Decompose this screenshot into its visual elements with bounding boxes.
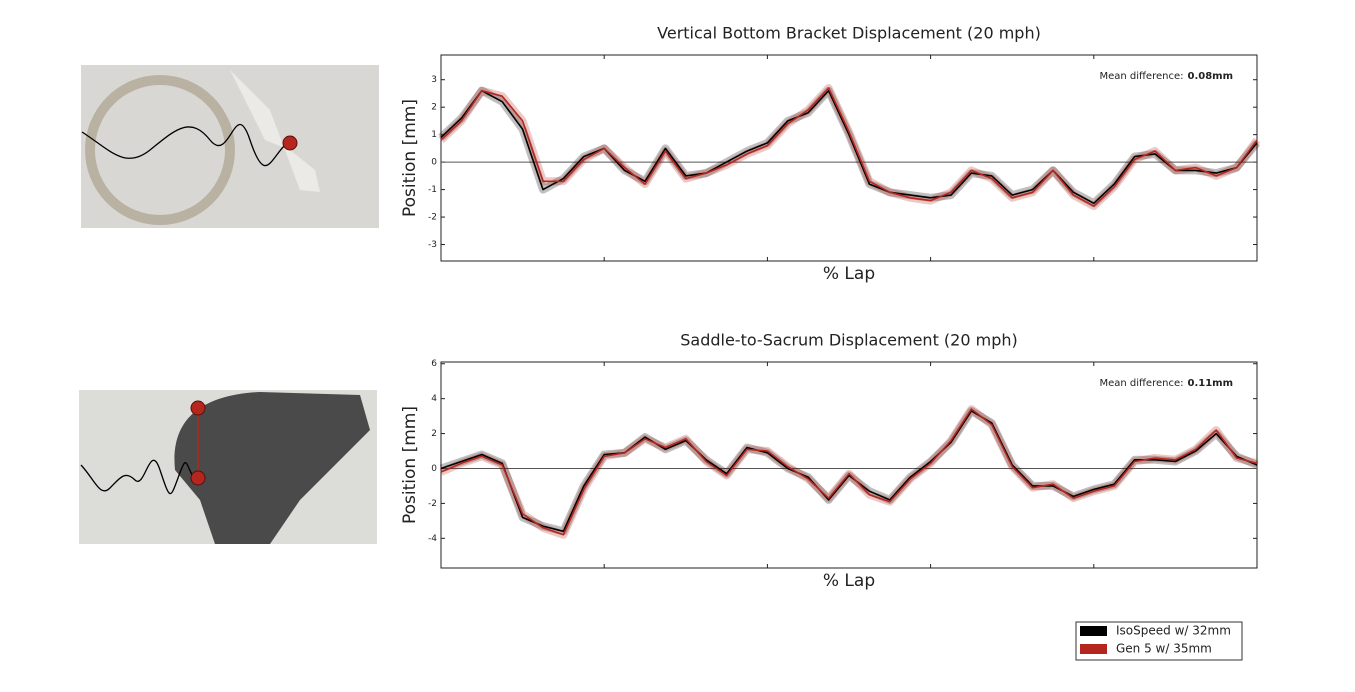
y-tick-label: -2 <box>428 499 437 509</box>
photo-bottom-bracket <box>81 65 379 228</box>
photo-saddle-sacrum <box>79 390 377 544</box>
legend-swatch <box>1080 644 1107 654</box>
y-tick-label: 0 <box>431 464 437 474</box>
y-tick-label: 2 <box>431 429 437 439</box>
x-axis-label: % Lap <box>823 264 875 284</box>
plot: Saddle-to-Sacrum Displacement (20 mph) % … <box>400 331 1259 591</box>
legend-swatch <box>1080 626 1107 636</box>
y-tick-label: 6 <box>431 359 437 369</box>
y-tick-label: 1 <box>431 130 437 140</box>
chart-title: Saddle-to-Sacrum Displacement (20 mph) <box>680 331 1018 350</box>
series-line <box>440 89 1258 205</box>
plot: Vertical Bottom Bracket Displacement (20… <box>400 24 1261 284</box>
series-band <box>439 405 1259 539</box>
annotation-label: Mean difference: <box>1099 378 1183 389</box>
y-tick-label: -2 <box>428 213 437 223</box>
annotation: Mean difference: 0.08mm <box>1099 71 1233 82</box>
x-axis-label: % Lap <box>823 571 875 591</box>
y-tick-label: -3 <box>428 240 437 250</box>
annotation-label: Mean difference: <box>1099 71 1183 82</box>
chart-title: Vertical Bottom Bracket Displacement (20… <box>657 24 1041 43</box>
series-line <box>440 87 1258 207</box>
y-tick-label: -1 <box>428 185 437 195</box>
y-tick-label: 3 <box>431 75 437 85</box>
y-tick-label: 2 <box>431 103 437 113</box>
annotation-value: 0.11mm <box>1187 378 1233 389</box>
series-line <box>440 408 1258 536</box>
y-axis-label: Position [mm] <box>400 99 420 217</box>
annotation-value: 0.08mm <box>1187 71 1233 82</box>
y-axis-label: Position [mm] <box>400 406 420 524</box>
annotation: Mean difference: 0.11mm <box>1099 378 1233 389</box>
legend-label: IsoSpeed w/ 32mm <box>1116 624 1231 638</box>
plot-frame <box>440 54 1258 262</box>
series-band <box>438 84 1261 211</box>
legend: IsoSpeed w/ 32mm Gen 5 w/ 35mm <box>1075 621 1243 661</box>
legend-label: Gen 5 w/ 35mm <box>1116 642 1212 656</box>
y-tick-label: 0 <box>431 158 437 168</box>
series-line <box>440 410 1258 533</box>
y-tick-label: 4 <box>431 394 437 404</box>
series-band <box>438 86 1261 208</box>
y-tick-label: -4 <box>428 534 437 544</box>
